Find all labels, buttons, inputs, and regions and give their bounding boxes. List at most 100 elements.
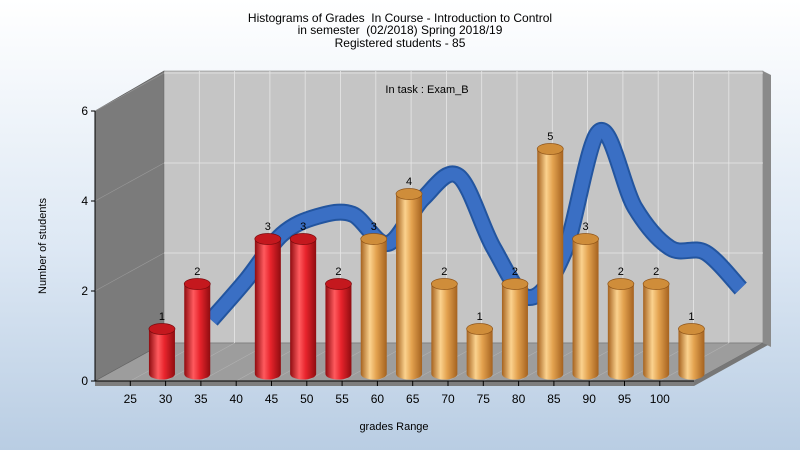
bar-value-label-7: 2 bbox=[441, 266, 447, 278]
bar-value-label-8: 1 bbox=[477, 311, 483, 323]
bar-body-1 bbox=[184, 284, 211, 380]
bar-cap-5 bbox=[360, 233, 388, 245]
x-tick-label-3: 40 bbox=[230, 392, 244, 406]
bar-value-label-0: 1 bbox=[159, 311, 165, 323]
floor-front-edge bbox=[95, 381, 694, 386]
x-tick-label-15: 100 bbox=[650, 392, 670, 406]
y-axis-tick-labels: 0 2 4 6 bbox=[81, 104, 95, 388]
grid-line-left-3 bbox=[94, 72, 165, 112]
bar-13: 2 bbox=[642, 266, 670, 380]
x-tick-label-0: 25 bbox=[124, 392, 138, 406]
bar-8: 1 bbox=[466, 311, 493, 380]
bar-12: 2 bbox=[607, 266, 635, 380]
bar-value-label-13: 2 bbox=[653, 266, 659, 278]
bar-14: 1 bbox=[678, 311, 705, 380]
x-tick-label-8: 65 bbox=[406, 392, 420, 406]
bar-3: 3 bbox=[289, 221, 317, 380]
bar-1: 2 bbox=[183, 266, 211, 380]
x-tick-label-2: 35 bbox=[194, 392, 208, 406]
bar-cap-4 bbox=[325, 278, 352, 290]
x-tick-label-10: 75 bbox=[477, 392, 491, 406]
right-side-panel bbox=[763, 71, 771, 347]
bar-cap-10 bbox=[536, 143, 564, 155]
bar-10: 5 bbox=[536, 131, 564, 380]
bar-value-label-5: 3 bbox=[371, 221, 377, 233]
bar-cap-11 bbox=[572, 233, 599, 245]
bar-body-3 bbox=[290, 239, 317, 380]
bar-value-label-2: 3 bbox=[265, 221, 271, 233]
bar-0: 1 bbox=[148, 311, 176, 380]
bar-value-label-6: 4 bbox=[406, 176, 412, 188]
grid-line-left-1 bbox=[94, 252, 165, 292]
bar-cap-8 bbox=[466, 323, 493, 335]
chart-subtitle-registered: Registered students - 85 bbox=[334, 36, 466, 50]
x-axis-tick-labels: 25 30 35 40 45 50 55 60 65 70 75 80 85 90 95 100 bbox=[124, 381, 670, 406]
bar-cap-14 bbox=[678, 323, 705, 335]
x-tick-label-12: 85 bbox=[547, 392, 561, 406]
bar-cap-0 bbox=[148, 323, 176, 335]
bar-2: 3 bbox=[254, 221, 282, 380]
bar-11: 3 bbox=[572, 221, 599, 380]
bar-value-label-12: 2 bbox=[618, 266, 624, 278]
bar-cap-6 bbox=[395, 188, 423, 200]
bar-cap-1 bbox=[183, 278, 211, 290]
bar-body-12 bbox=[607, 284, 634, 380]
bar-value-label-3: 3 bbox=[300, 221, 306, 233]
bar-body-7 bbox=[431, 284, 458, 380]
bar-body-2 bbox=[254, 239, 281, 380]
bar-body-5 bbox=[360, 239, 387, 380]
bar-value-label-9: 2 bbox=[512, 266, 518, 278]
chart-annotation: In task : Exam_B bbox=[385, 84, 468, 96]
back-wall bbox=[163, 70, 764, 344]
bar-cap-12 bbox=[607, 278, 635, 290]
x-tick-label-14: 95 bbox=[618, 392, 632, 406]
bar-cap-7 bbox=[431, 278, 458, 290]
x-axis-label: grades Range bbox=[359, 421, 428, 433]
x-tick-label-4: 45 bbox=[265, 392, 279, 406]
x-tick-label-7: 60 bbox=[371, 392, 385, 406]
x-tick-label-9: 70 bbox=[441, 392, 455, 406]
bar-cap-3 bbox=[289, 233, 317, 245]
grid-line-left-2 bbox=[94, 162, 165, 202]
bar-cap-9 bbox=[501, 278, 529, 290]
y-tick-label-0: 0 bbox=[81, 374, 88, 388]
bar-body-8 bbox=[466, 329, 493, 380]
bar-body-14 bbox=[678, 329, 705, 380]
x-tick-label-13: 90 bbox=[583, 392, 597, 406]
bar-body-10 bbox=[537, 149, 564, 380]
x-tick-label-6: 55 bbox=[335, 392, 349, 406]
bar-4: 2 bbox=[325, 266, 352, 380]
x-tick-label-11: 80 bbox=[512, 392, 526, 406]
y-tick-label-1: 2 bbox=[81, 284, 88, 298]
bar-body-11 bbox=[572, 239, 599, 380]
trend-ribbon bbox=[204, 122, 748, 326]
bar-cap-2 bbox=[254, 233, 282, 245]
bar-value-label-1: 2 bbox=[194, 266, 200, 278]
y-axis-label: Number of students bbox=[37, 198, 49, 294]
x-tick-label-5: 50 bbox=[300, 392, 314, 406]
bar-value-label-11: 3 bbox=[582, 221, 588, 233]
bar-body-0 bbox=[148, 329, 175, 380]
bar-body-13 bbox=[643, 284, 670, 380]
bar-body-6 bbox=[396, 194, 423, 380]
chart-title: Histograms of Grades In Course - Introdu… bbox=[247, 11, 553, 25]
bar-5: 3 bbox=[360, 221, 388, 380]
y-tick-label-3: 6 bbox=[81, 104, 88, 118]
chart-subtitle-semester: in semester (02/2018) Spring 2018/19 bbox=[297, 23, 503, 37]
bar-9: 2 bbox=[501, 266, 529, 380]
bar-value-label-14: 1 bbox=[688, 311, 694, 323]
floor-right-edge bbox=[694, 343, 768, 386]
bar-body-9 bbox=[501, 284, 528, 380]
bar-6: 4 bbox=[395, 176, 423, 380]
trend-ribbon-line bbox=[206, 124, 746, 325]
bar-value-label-10: 5 bbox=[547, 131, 553, 143]
bar-cap-13 bbox=[642, 278, 670, 290]
bar-value-label-4: 2 bbox=[335, 266, 341, 278]
bars-group: 1 2 3 3 2 3 4 2 1 2 5 3 2 2 1 bbox=[148, 131, 705, 380]
bar-7: 2 bbox=[431, 266, 458, 380]
y-tick-label-2: 4 bbox=[81, 194, 88, 208]
bar-body-4 bbox=[325, 284, 352, 380]
x-tick-label-1: 30 bbox=[159, 392, 173, 406]
